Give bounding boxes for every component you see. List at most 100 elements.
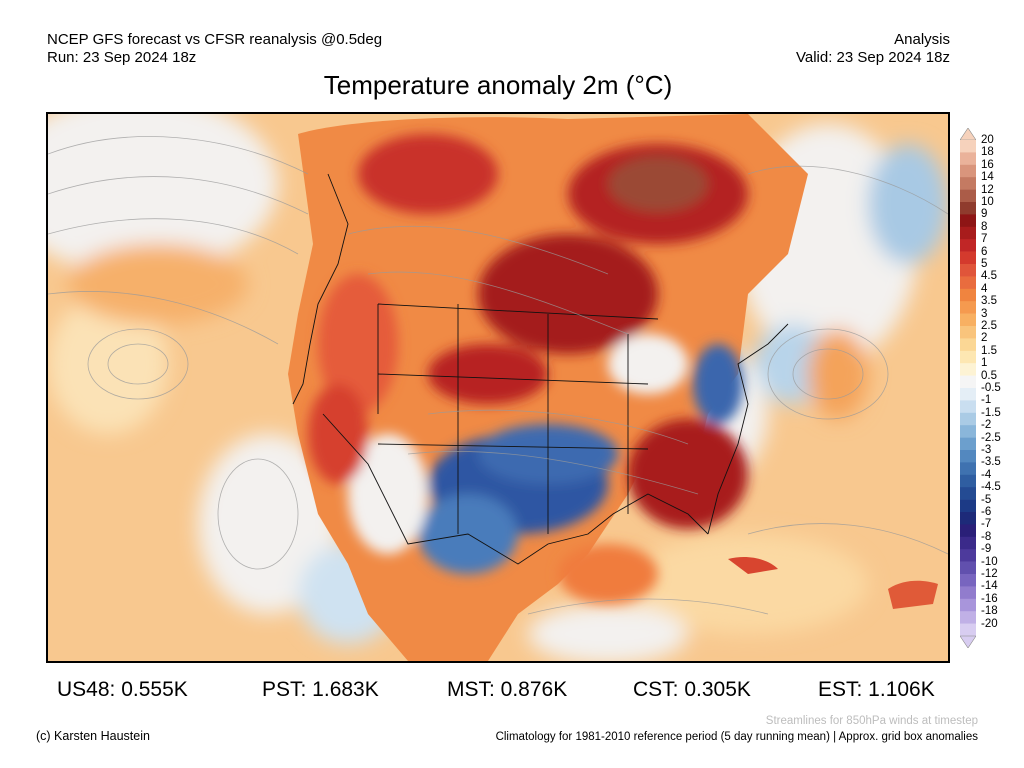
- colorbar-swatch: [960, 350, 976, 364]
- colorbar-tick-label: 18: [981, 146, 994, 159]
- colorbar-swatch: [960, 251, 976, 265]
- colorbar-swatch: [960, 239, 976, 252]
- colorbar-tick-label: 3: [981, 307, 988, 320]
- colorbar-swatch: [960, 338, 976, 352]
- colorbar-tick-label: 10: [981, 196, 994, 208]
- colorbar-swatch: [960, 164, 976, 178]
- author-credit: (c) Karsten Haustein: [36, 729, 150, 743]
- colorbar-swatch: [960, 474, 976, 488]
- coastlines-borders: [292, 173, 789, 565]
- anomaly-map: [46, 112, 950, 663]
- colorbar-swatch: [960, 536, 976, 550]
- colorbar-tick-label: -2: [981, 419, 992, 432]
- colorbar-tick-label: 4: [981, 282, 988, 295]
- analysis-label: Analysis: [894, 31, 950, 48]
- colorbar-tick-label: 1: [981, 357, 988, 370]
- colorbar-swatch: [960, 202, 976, 215]
- cuba: [728, 557, 778, 574]
- colorbar-swatch: [960, 487, 976, 500]
- colorbar-swatch: [960, 586, 976, 600]
- colorbar-tick-label: -8: [981, 530, 992, 543]
- colorbar-tick-label: -10: [981, 555, 998, 568]
- colorbar-tick-label: -20: [981, 617, 998, 630]
- colorbar-swatch: [960, 611, 976, 624]
- header-left: NCEP GFS forecast vs CFSR reanalysis @0.…: [47, 31, 382, 67]
- colorbar-tick-label: 6: [981, 245, 988, 258]
- colorbar-swatch: [960, 400, 976, 414]
- colorbar-swatch: [960, 301, 976, 314]
- colorbar-tick-label: -7: [981, 518, 992, 531]
- colorbar-swatch: [960, 499, 976, 513]
- colorbar-tick-label: -1: [981, 394, 992, 407]
- colorbar-swatch: [960, 363, 976, 376]
- colorbar-swatch: [960, 226, 976, 240]
- colorbar-tick-label: -9: [981, 543, 992, 556]
- colorbar-tick-label: -5: [981, 493, 992, 506]
- regional-stats: US48: 0.555K PST: 1.683K MST: 0.876K CST…: [0, 678, 1024, 708]
- colorbar-swatch: [960, 437, 976, 451]
- colorbar-swatch: [960, 152, 976, 166]
- stat-pst: PST: 1.683K: [262, 678, 379, 701]
- colorbar-tick-label: -4: [981, 468, 992, 481]
- colorbar-tick-label: 7: [981, 233, 988, 246]
- colorbar-swatch: [960, 549, 976, 562]
- colorbar-swatch: [960, 524, 976, 538]
- valid-time: Valid: 23 Sep 2024 18z: [795, 49, 950, 66]
- colorbar-tick-label: 3.5: [981, 295, 997, 308]
- colorbar-swatch: [960, 214, 976, 228]
- colorbar-tick-label: 12: [981, 183, 994, 196]
- colorbar-tick-label: -6: [981, 506, 992, 518]
- colorbar-tick-label: 4.5: [981, 270, 997, 283]
- model-description: NCEP GFS forecast vs CFSR reanalysis @0.…: [47, 31, 383, 48]
- colorbar-swatch: [960, 177, 976, 190]
- colorbar-swatch: [960, 189, 976, 203]
- stat-cst: CST: 0.305K: [633, 678, 751, 701]
- colorbar-tick-label: -18: [981, 605, 998, 618]
- colorbar-swatch: [960, 450, 976, 463]
- colorbar-tick-label: -14: [981, 580, 998, 593]
- colorbar-swatch: [960, 425, 976, 438]
- header-right: Analysis Valid: 23 Sep 2024 18z: [796, 31, 950, 67]
- colorbar-bottom-arrow: [960, 635, 976, 648]
- colorbar-tick-label: -0.5: [981, 382, 1001, 394]
- colorbar-swatch: [960, 561, 976, 575]
- colorbar-tick-label: -2.5: [981, 431, 1001, 444]
- stat-est: EST: 1.106K: [818, 678, 935, 701]
- colorbar: [960, 128, 976, 648]
- colorbar-top-arrow: [960, 128, 976, 141]
- colorbar-swatch: [960, 140, 976, 153]
- colorbar-swatch: [960, 326, 976, 339]
- colorbar-swatch: [960, 313, 976, 327]
- colorbar-tick-label: 1.5: [981, 344, 997, 357]
- colorbar-swatch: [960, 512, 976, 525]
- colorbar-swatch: [960, 598, 976, 612]
- streamlines: [48, 136, 948, 615]
- colorbar-tick-label: -1.5: [981, 406, 1001, 419]
- colorbar-swatch: [960, 288, 976, 302]
- colorbar-tick-label: 8: [981, 220, 988, 233]
- colorbar-tick-label: -3.5: [981, 456, 1001, 469]
- colorbar-swatch: [960, 623, 976, 637]
- colorbar-swatch: [960, 375, 976, 389]
- stat-mst: MST: 0.876K: [447, 678, 568, 701]
- colorbar-tick-label: -3: [981, 444, 992, 456]
- colorbar-swatch: [960, 264, 976, 277]
- colorbar-tick-label: 9: [981, 208, 988, 221]
- colorbar-tick-label: -16: [981, 592, 998, 605]
- colorbar-tick-label: 2: [981, 332, 988, 345]
- colorbar-tick-label: 0.5: [981, 369, 997, 382]
- colorbar-swatch: [960, 574, 976, 587]
- stat-us48: US48: 0.555K: [57, 678, 188, 701]
- colorbar-tick-label: 2.5: [981, 320, 997, 332]
- colorbar-tick-label: 20: [981, 134, 994, 146]
- colorbar-swatch: [960, 388, 976, 401]
- colorbar-tick-label: 14: [981, 171, 994, 184]
- colorbar-tick-label: 5: [981, 258, 988, 270]
- colorbar-tick-label: -12: [981, 568, 998, 580]
- map-title: Temperature anomaly 2m (°C): [323, 70, 673, 100]
- run-time: Run: 23 Sep 2024 18z: [47, 49, 197, 66]
- climatology-note: Climatology for 1981-2010 reference peri…: [495, 731, 978, 743]
- colorbar-tick-label: -4.5: [981, 481, 1001, 494]
- colorbar-swatch: [960, 462, 976, 476]
- hispaniola: [888, 580, 938, 609]
